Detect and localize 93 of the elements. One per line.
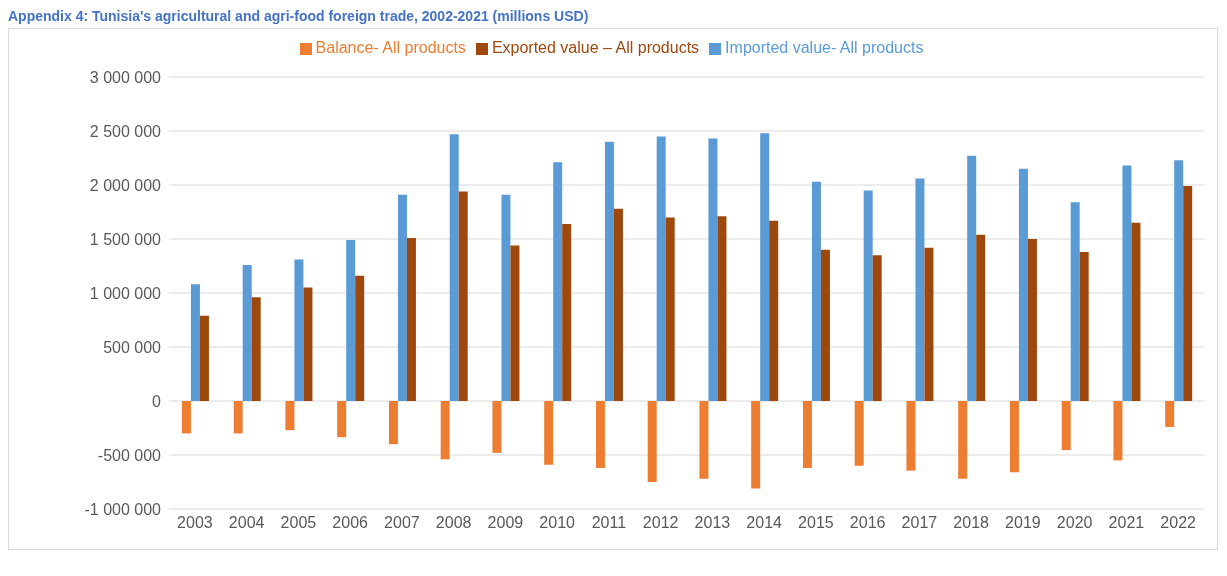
- bar: [388, 401, 398, 445]
- y-tick-label: 500 000: [103, 338, 162, 356]
- bar: [802, 401, 812, 468]
- bar: [595, 401, 605, 468]
- bar: [647, 401, 657, 482]
- bar: [811, 181, 821, 401]
- bar: [1027, 239, 1037, 401]
- bar: [492, 401, 502, 453]
- bar: [1131, 222, 1141, 401]
- bar: [337, 401, 347, 438]
- legend-label: Exported value – All products: [491, 39, 700, 56]
- bar: [1183, 186, 1193, 401]
- bar: [199, 315, 209, 401]
- bar: [562, 223, 572, 401]
- x-tick-label: 2021: [1108, 514, 1145, 532]
- x-tick-label: 2003: [177, 514, 213, 532]
- bar: [303, 287, 313, 401]
- bar: [251, 297, 261, 401]
- bar: [906, 401, 916, 471]
- bar: [863, 190, 873, 401]
- bar: [1079, 251, 1089, 401]
- bar: [458, 191, 468, 401]
- bar: [1018, 168, 1028, 401]
- x-tick-label: 2008: [435, 514, 472, 532]
- bar: [1070, 202, 1080, 401]
- x-tick-label: 2010: [539, 514, 576, 532]
- bar: [717, 216, 727, 401]
- bar: [613, 208, 623, 401]
- x-tick-label: 2015: [798, 514, 834, 532]
- bar: [1009, 401, 1019, 473]
- x-tick-label: 2011: [591, 514, 627, 532]
- bar: [397, 194, 407, 401]
- bar: [665, 217, 675, 401]
- bar: [1122, 165, 1132, 401]
- bar: [190, 284, 200, 401]
- bar: [708, 138, 718, 401]
- legend-label: Imported value- All products: [725, 39, 924, 56]
- bar: [285, 401, 295, 431]
- bar: [1174, 160, 1184, 401]
- bar: [1061, 401, 1071, 451]
- x-tick-label: 2005: [280, 514, 317, 532]
- bar: [872, 255, 882, 401]
- bar: [181, 401, 191, 434]
- bar: [294, 259, 304, 401]
- y-tick-label: 0: [152, 392, 162, 410]
- y-tick-label: -500 000: [97, 446, 162, 464]
- x-tick-label: 2013: [694, 514, 731, 532]
- bar: [501, 194, 511, 401]
- bar: [699, 401, 709, 479]
- x-tick-label: 2006: [332, 514, 369, 532]
- bar: [346, 240, 356, 401]
- y-tick-label: 1 500 000: [89, 230, 162, 248]
- bar: [553, 162, 563, 401]
- x-tick-label: 2020: [1056, 514, 1093, 532]
- bar: [854, 401, 864, 466]
- bar: [440, 401, 450, 460]
- x-tick-label: 2022: [1160, 514, 1197, 532]
- bar: [958, 401, 968, 479]
- bar: [1165, 401, 1175, 427]
- x-tick-label: 2014: [746, 514, 783, 532]
- bar: [510, 245, 520, 401]
- bar: [355, 275, 365, 401]
- y-tick-label: 2 000 000: [89, 176, 162, 194]
- bar: [760, 133, 770, 401]
- x-tick-label: 2016: [849, 514, 886, 532]
- bar: [656, 136, 666, 401]
- bar: [751, 401, 761, 489]
- x-tick-label: 2018: [953, 514, 990, 532]
- bar: [924, 247, 934, 401]
- x-tick-label: 2017: [901, 514, 938, 532]
- chart-title: Appendix 4: Tunisia's agricultural and agri-food foreign trade, 2002-2021 (millions USD): [8, 8, 590, 24]
- bar: [976, 234, 986, 401]
- bar: [1113, 401, 1123, 461]
- bar: [820, 249, 830, 401]
- x-tick-label: 2004: [228, 514, 265, 532]
- bar: [769, 220, 779, 401]
- bar: [406, 237, 416, 401]
- bar: [233, 401, 243, 434]
- bar: [449, 134, 459, 401]
- bar: [544, 401, 554, 465]
- y-tick-label: 3 000 000: [89, 68, 162, 86]
- y-tick-label: 1 000 000: [89, 284, 162, 302]
- x-tick-label: 2009: [487, 514, 524, 532]
- bar: [967, 155, 977, 401]
- bar: [242, 264, 252, 401]
- x-tick-label: 2007: [384, 514, 420, 532]
- y-tick-label: 2 500 000: [89, 122, 162, 140]
- bar: [915, 178, 925, 401]
- bar: [604, 141, 614, 401]
- y-tick-label: -1 000 000: [84, 500, 162, 518]
- x-tick-label: 2019: [1005, 514, 1041, 532]
- x-tick-label: 2012: [642, 514, 679, 532]
- legend-label: Balance- All products: [315, 39, 466, 56]
